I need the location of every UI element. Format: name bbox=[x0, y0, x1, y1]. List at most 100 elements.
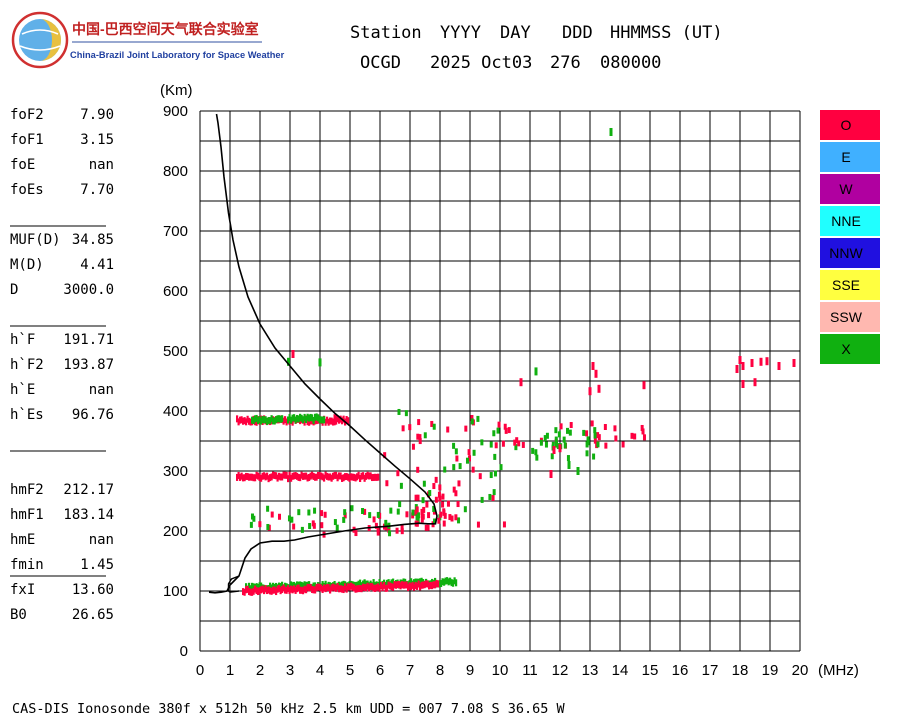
echo-mark bbox=[434, 581, 437, 589]
echo-mark bbox=[276, 474, 279, 482]
echo-mark bbox=[320, 472, 323, 480]
echo-mark bbox=[450, 515, 454, 522]
echo-mark bbox=[336, 583, 339, 591]
echo-mark bbox=[507, 427, 511, 434]
param-name: B0 bbox=[10, 607, 27, 623]
echo-mark bbox=[309, 413, 312, 421]
echo-mark bbox=[596, 441, 600, 448]
echo-mark bbox=[390, 579, 393, 587]
param-name: MUF(D) bbox=[10, 232, 61, 248]
echo-mark bbox=[494, 442, 498, 449]
echo-mark bbox=[335, 584, 338, 592]
echo-mark bbox=[448, 514, 452, 521]
param-name: M(D) bbox=[10, 257, 44, 273]
echo-mark bbox=[297, 584, 300, 592]
echo-mark bbox=[321, 473, 324, 481]
echo-mark bbox=[443, 578, 446, 586]
echo-mark bbox=[320, 522, 324, 529]
echo-mark bbox=[372, 579, 375, 587]
echo-mark bbox=[267, 586, 270, 594]
echo-mark bbox=[332, 583, 335, 591]
echo-mark bbox=[260, 582, 263, 590]
echo-mark bbox=[411, 509, 415, 516]
echo-mark bbox=[357, 471, 360, 479]
param-value: 7.90 bbox=[80, 107, 114, 123]
echo-mark bbox=[236, 415, 239, 423]
echo-mark bbox=[363, 474, 366, 482]
echo-mark bbox=[417, 580, 420, 588]
echo-mark bbox=[384, 524, 388, 531]
echo-mark bbox=[257, 417, 260, 425]
echo-mark bbox=[321, 585, 324, 593]
echo-mark bbox=[299, 586, 302, 594]
echo-mark bbox=[398, 501, 402, 508]
echo-mark bbox=[446, 577, 449, 585]
echo-mark bbox=[395, 581, 398, 589]
echo-mark bbox=[311, 471, 314, 479]
x-tick-label: 8 bbox=[436, 662, 444, 679]
echo-mark bbox=[363, 579, 366, 587]
echo-mark bbox=[365, 472, 368, 480]
echo-mark bbox=[401, 425, 405, 432]
echo-mark bbox=[333, 519, 337, 526]
header-value: 080000 bbox=[600, 53, 661, 73]
echo-mark bbox=[314, 582, 317, 590]
echo-mark bbox=[297, 473, 300, 481]
echo-mark bbox=[335, 524, 339, 531]
echo-mark bbox=[603, 424, 607, 431]
echo-mark bbox=[273, 417, 276, 425]
echo-mark bbox=[440, 580, 443, 588]
echo-point bbox=[519, 378, 523, 387]
echo-point bbox=[765, 357, 769, 366]
param-name: h`F bbox=[10, 332, 35, 348]
echo-mark bbox=[419, 583, 422, 591]
echo-mark bbox=[596, 432, 600, 439]
echo-mark bbox=[260, 474, 263, 482]
echo-mark bbox=[288, 417, 291, 425]
header-label: Station bbox=[350, 23, 422, 43]
echo-mark bbox=[255, 587, 258, 595]
echo-mark bbox=[296, 472, 299, 480]
echo-mark bbox=[258, 416, 261, 424]
echo-mark bbox=[613, 425, 617, 432]
echo-mark bbox=[242, 474, 245, 482]
echo-mark bbox=[309, 417, 312, 425]
echo-mark bbox=[327, 584, 330, 592]
header-label: DAY bbox=[500, 23, 531, 43]
echo-mark bbox=[489, 472, 493, 479]
echo-mark bbox=[314, 586, 317, 594]
echo-mark bbox=[363, 584, 366, 592]
echo-mark bbox=[336, 415, 339, 423]
echo-mark bbox=[428, 582, 431, 590]
echo-mark bbox=[330, 584, 333, 592]
echo-mark bbox=[272, 582, 275, 590]
echo-mark bbox=[252, 474, 255, 482]
echo-mark bbox=[300, 526, 304, 533]
param-name: hmF2 bbox=[10, 482, 44, 498]
echo-mark bbox=[314, 413, 317, 421]
legend-label: W bbox=[839, 181, 853, 197]
echo-mark bbox=[432, 505, 436, 512]
header-labels: Station YYYY DAY DDD HHMMSS (UT) bbox=[350, 23, 723, 43]
y-axis-label: (Km) bbox=[160, 82, 193, 99]
y-tick-label: 200 bbox=[163, 523, 188, 540]
legend-swatch bbox=[820, 110, 880, 140]
echo-mark bbox=[419, 578, 422, 586]
echo-mark bbox=[291, 472, 294, 480]
echo-mark bbox=[389, 507, 393, 514]
echo-mark bbox=[413, 579, 416, 587]
lab-logo bbox=[11, 11, 69, 69]
echo-mark bbox=[296, 581, 299, 589]
param-value: 183.14 bbox=[63, 507, 114, 523]
echo-mark bbox=[361, 508, 365, 515]
echo-mark bbox=[296, 414, 299, 422]
legend-label: E bbox=[841, 149, 850, 165]
echo-mark bbox=[586, 439, 590, 446]
echo-mark bbox=[554, 436, 558, 443]
echo-mark bbox=[312, 416, 315, 424]
echo-mark bbox=[281, 581, 284, 589]
echo-mark bbox=[438, 495, 442, 502]
echo-mark bbox=[300, 586, 303, 594]
echo-mark bbox=[297, 509, 301, 516]
echo-mark bbox=[267, 475, 270, 483]
